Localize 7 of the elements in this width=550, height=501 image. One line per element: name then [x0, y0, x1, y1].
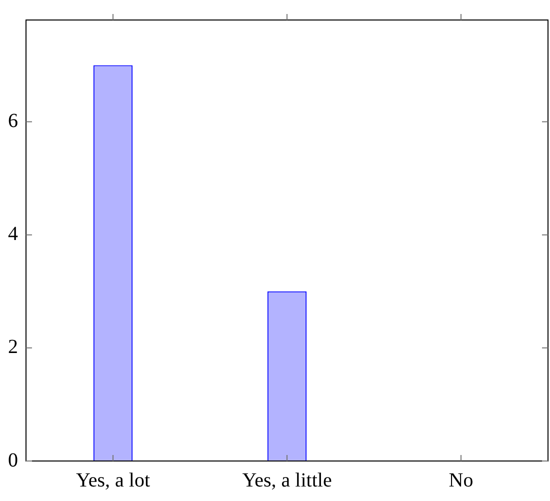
y-tick-label: 6	[8, 110, 18, 132]
x-tick-label: Yes, a little	[242, 469, 332, 492]
y-tick-label: 4	[8, 223, 18, 246]
y-tick-label: 0	[8, 449, 18, 472]
y-tick-label: 2	[8, 336, 18, 358]
x-tick-label: Yes, a lot	[76, 469, 150, 492]
x-tick-label: No	[448, 469, 474, 492]
